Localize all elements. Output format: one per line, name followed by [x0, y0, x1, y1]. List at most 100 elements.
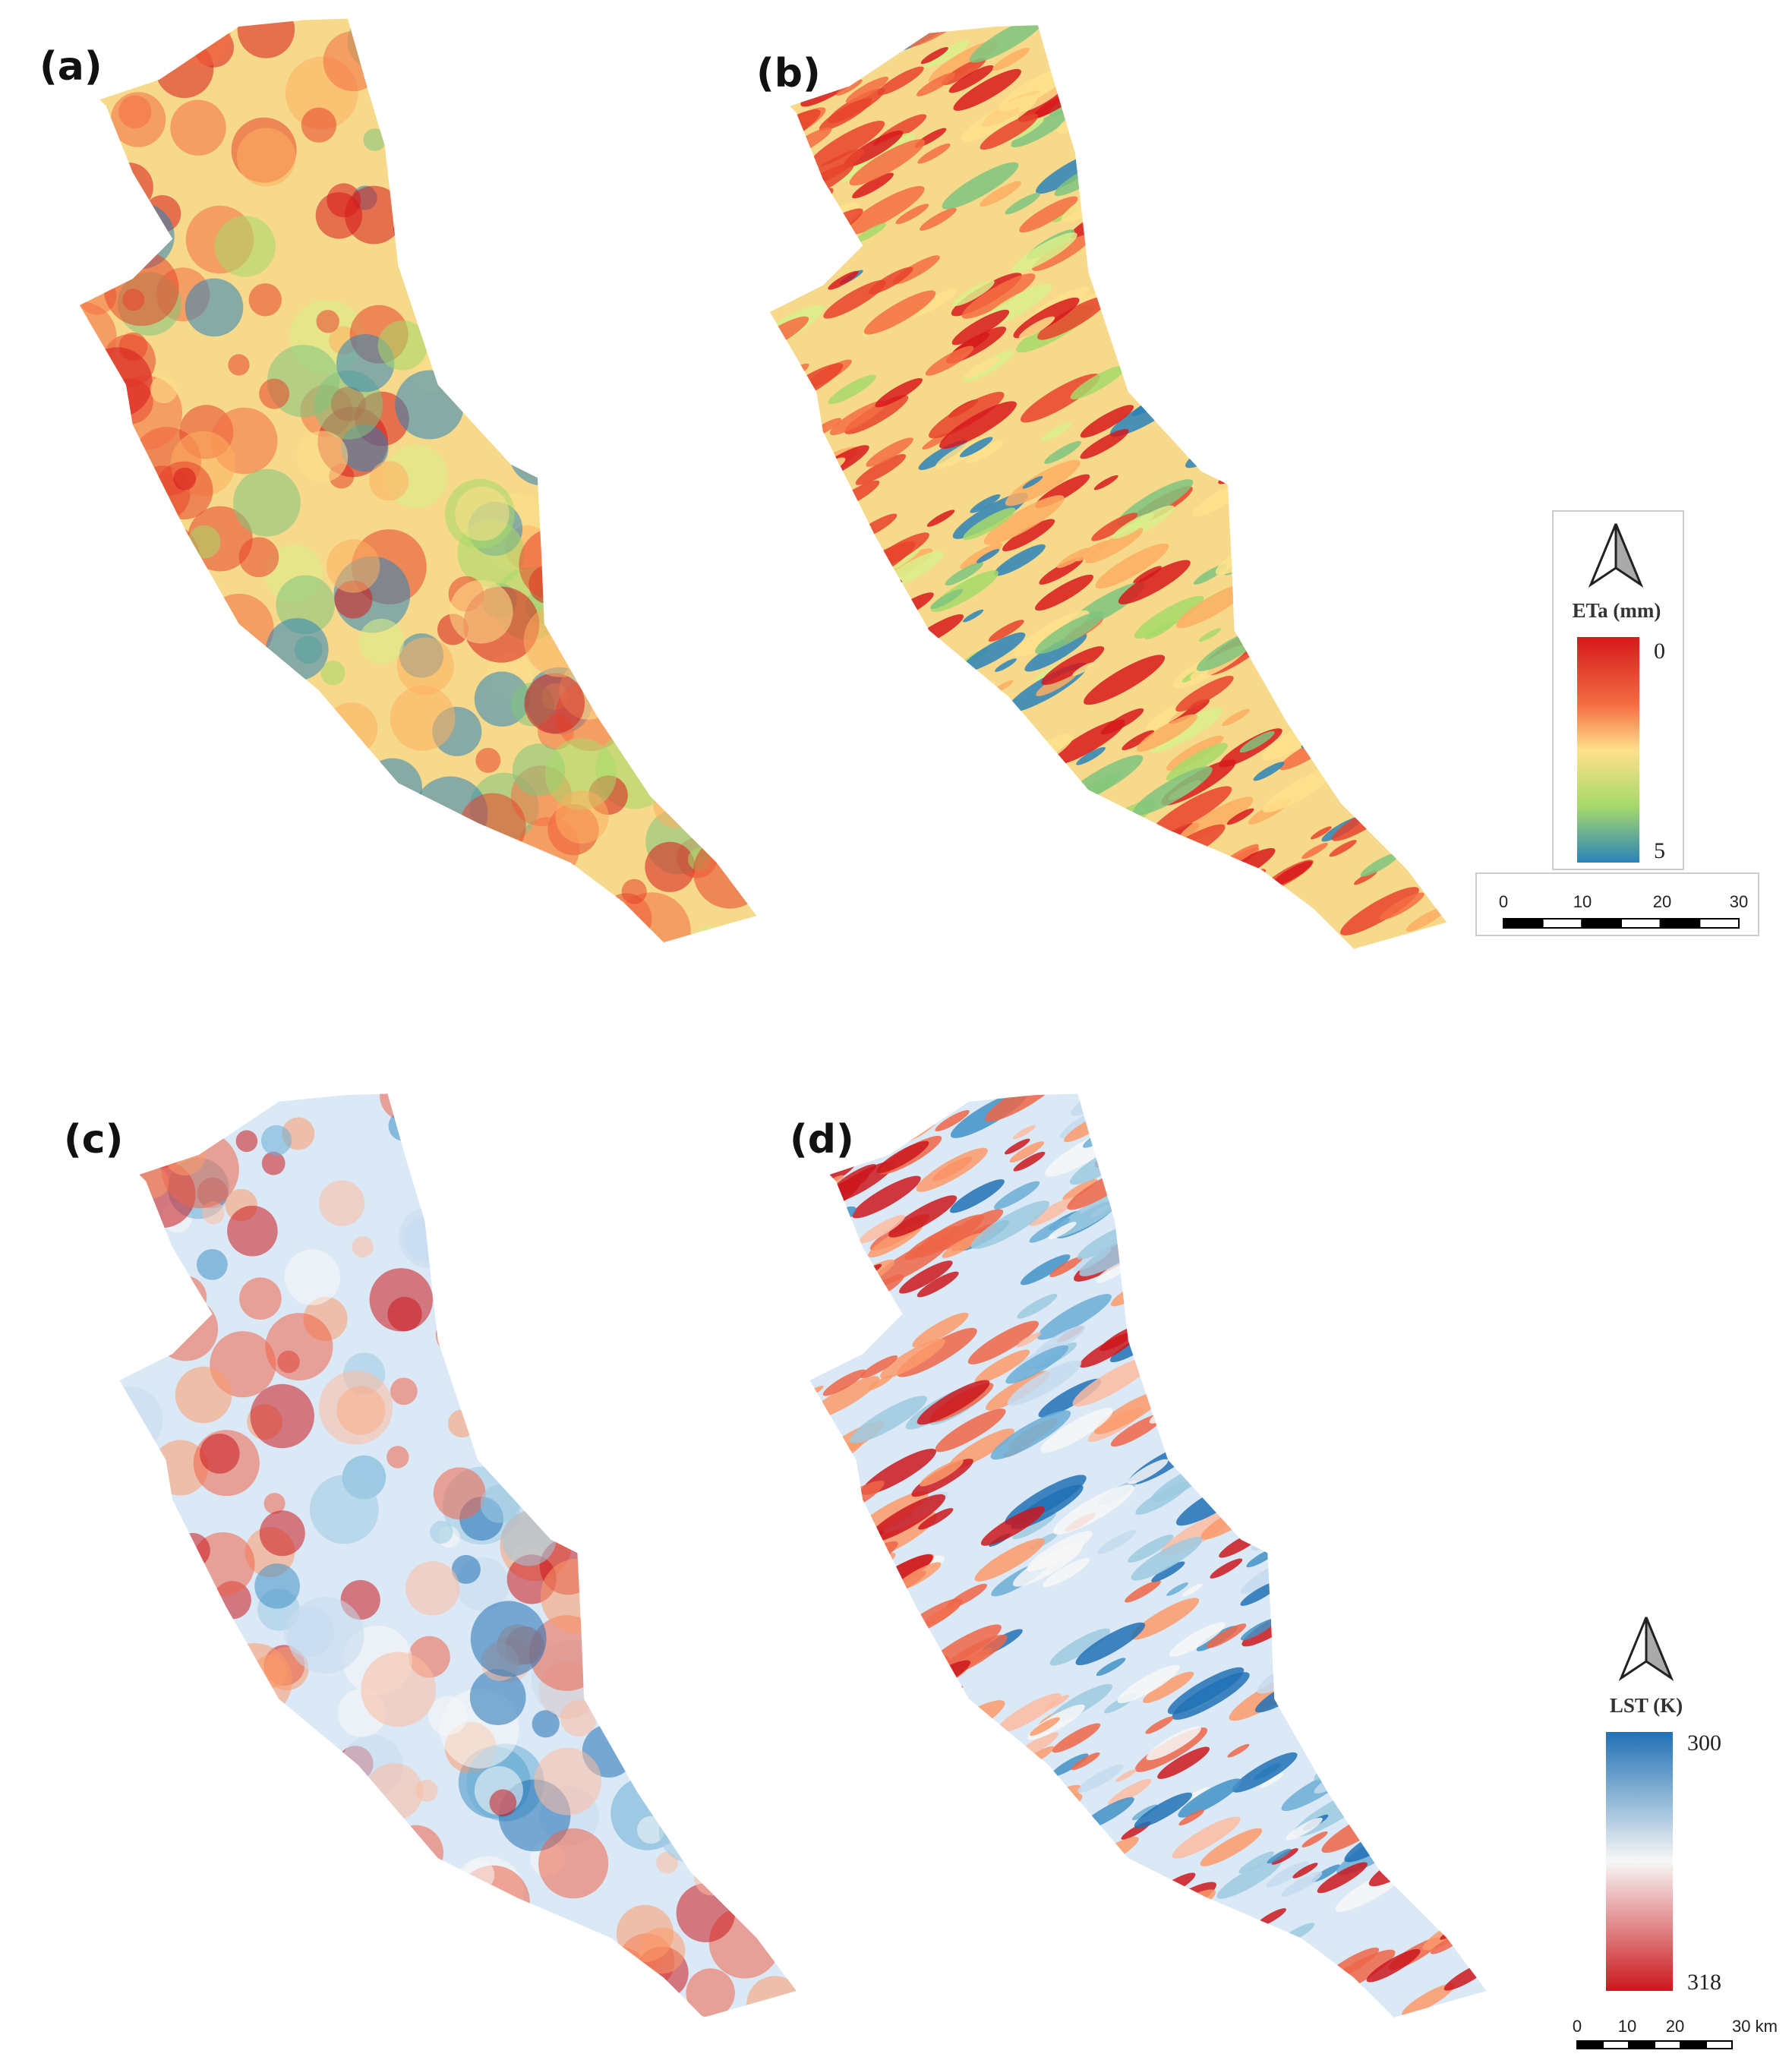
- map-texture: [1408, 1109, 1463, 1144]
- legend-eta: ETa (mm) 0 5 0 10 20 30: [1475, 510, 1759, 936]
- map-texture: [769, 567, 830, 614]
- map-texture: [686, 1968, 735, 2017]
- map-texture: [923, 794, 959, 816]
- map-texture: [1049, 1628, 1111, 1666]
- map-texture: [1040, 422, 1072, 442]
- map-texture: [1043, 1558, 1090, 1587]
- map-texture: [786, 692, 819, 714]
- map-texture: [1151, 1561, 1185, 1582]
- map-texture: [939, 401, 1017, 450]
- map-texture: [316, 310, 339, 333]
- map-texture: [1161, 1377, 1200, 1402]
- map-texture: [390, 686, 456, 751]
- map-texture: [1277, 109, 1351, 154]
- map-texture: [1360, 852, 1399, 877]
- map-texture: [1412, 1824, 1434, 1838]
- map-texture: [1281, 1871, 1323, 1897]
- map-texture: [724, 1404, 757, 1437]
- map-texture: [499, 399, 531, 431]
- map-texture: [131, 499, 162, 531]
- map-texture: [484, 1393, 527, 1436]
- map-texture: [1299, 1337, 1351, 1370]
- map-texture: [1383, 429, 1446, 468]
- map-texture: [1274, 299, 1299, 314]
- map-texture: [1379, 1170, 1414, 1192]
- map-texture: [163, 1276, 207, 1320]
- map-texture: [215, 797, 288, 869]
- map-texture: [1406, 1850, 1470, 1890]
- map-texture: [555, 1280, 605, 1330]
- map-texture: [1308, 1136, 1372, 1175]
- map-texture: [1362, 1696, 1434, 1741]
- map-texture: [1399, 374, 1447, 421]
- map-texture: [1206, 1623, 1247, 1648]
- map-texture: [191, 1855, 235, 1898]
- map-texture: [1091, 868, 1121, 887]
- map-texture: [1179, 875, 1241, 914]
- map-texture: [1005, 459, 1081, 506]
- map-texture: [670, 1802, 702, 1833]
- map-texture: [1305, 1138, 1346, 1163]
- map-texture: [459, 862, 520, 923]
- map-texture: [738, 1491, 781, 1533]
- map-texture: [1431, 594, 1447, 613]
- map-texture: [1106, 36, 1156, 66]
- map-texture: [1284, 1447, 1328, 1474]
- map-texture: [1289, 327, 1342, 359]
- map-texture: [1310, 826, 1332, 840]
- map-texture: [380, 1827, 405, 1853]
- map-texture: [88, 426, 135, 474]
- map-texture: [918, 440, 967, 471]
- map-texture: [888, 1195, 958, 1238]
- map-texture: [708, 1292, 746, 1330]
- map-texture: [598, 1623, 623, 1648]
- map-texture: [1017, 1293, 1058, 1319]
- map-texture: [920, 207, 957, 231]
- map-texture: [1002, 519, 1055, 552]
- map-texture: [679, 459, 725, 505]
- scale-segment: [1576, 2040, 1604, 2049]
- map-texture: [952, 280, 995, 307]
- map-texture: [821, 1582, 852, 1602]
- map-texture: [1204, 1368, 1230, 1383]
- map-texture: [1168, 1913, 1222, 1947]
- map-texture: [1311, 605, 1369, 642]
- map-texture: [1222, 708, 1251, 727]
- map-texture: [459, 793, 526, 860]
- map-texture: [1345, 775, 1379, 797]
- map-texture: [1297, 1465, 1361, 1505]
- map-texture: [964, 356, 999, 379]
- map-texture: [923, 39, 970, 68]
- map-texture: [694, 1815, 726, 1847]
- map-texture: [1204, 252, 1273, 295]
- map-texture: [1133, 566, 1162, 584]
- map-texture: [620, 1433, 676, 1489]
- map-texture: [1296, 179, 1346, 210]
- map-texture: [1391, 136, 1435, 163]
- map-texture: [619, 1976, 664, 2017]
- map-texture: [1377, 1579, 1419, 1605]
- map-texture: [556, 1093, 604, 1124]
- map-texture: [1034, 574, 1094, 611]
- map-texture: [128, 1837, 156, 1865]
- map-texture: [877, 1655, 950, 1701]
- map-texture: [1178, 1809, 1204, 1826]
- map-texture: [1225, 1933, 1258, 1954]
- map-texture: [1366, 1948, 1421, 1983]
- map-texture: [1235, 412, 1272, 434]
- map-texture: [103, 18, 128, 33]
- map-texture: [276, 858, 300, 881]
- map-texture: [769, 870, 794, 892]
- map-texture: [1036, 1294, 1112, 1340]
- map-texture: [1455, 1906, 1487, 1927]
- map-texture: [876, 1642, 926, 1672]
- map-texture: [1036, 1938, 1079, 1964]
- map-texture: [238, 1825, 277, 1864]
- map-texture: [949, 1179, 1005, 1213]
- map-texture: [434, 1124, 467, 1156]
- map-texture: [970, 494, 1001, 513]
- map-texture: [1218, 1116, 1245, 1133]
- map-texture: [774, 787, 822, 816]
- map-texture: [1251, 1412, 1275, 1427]
- map-texture: [1370, 1289, 1406, 1313]
